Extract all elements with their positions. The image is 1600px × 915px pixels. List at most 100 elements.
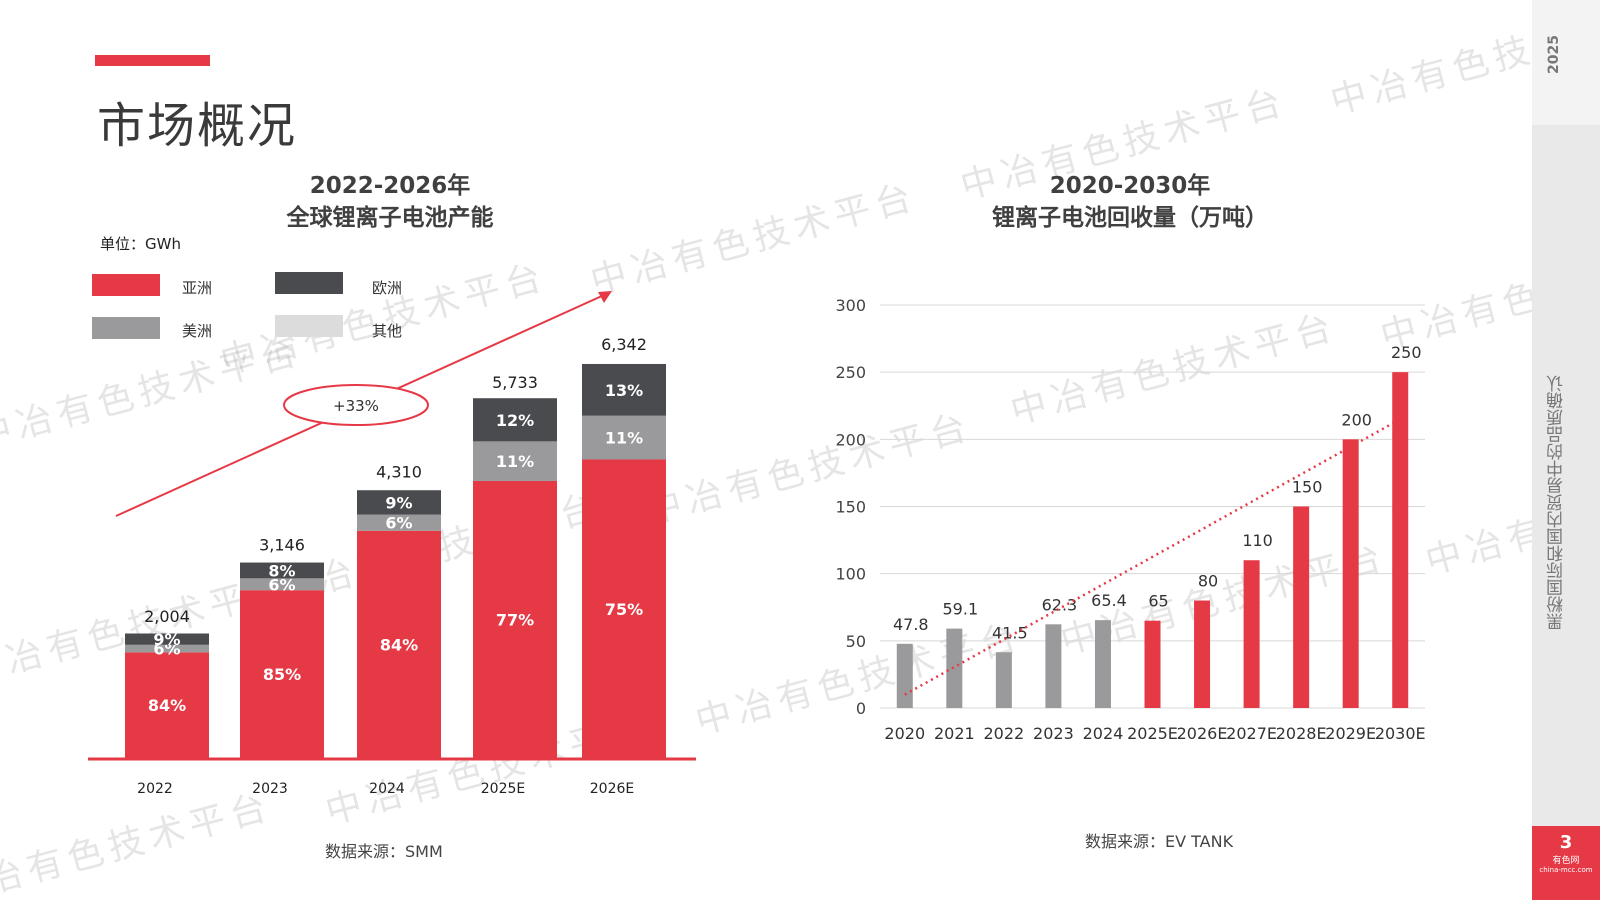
x-tick-2026E: 2026E xyxy=(590,781,634,797)
bar-segment-2024-1 xyxy=(357,514,441,531)
left-chart-title-line1: 2022-2026年 xyxy=(309,173,471,199)
x-tick-2025E: 2025E xyxy=(1127,724,1178,743)
y-tick-200: 200 xyxy=(835,430,866,449)
value-label-2026E: 80 xyxy=(1198,572,1218,591)
legend-swatch-other xyxy=(275,315,343,337)
unit-label: 单位：GWh xyxy=(100,235,181,253)
x-tick-2022: 2022 xyxy=(984,724,1025,743)
left-stacked-bar-chart: +33%84%6%9%2,004202285%6%8%3,146202384%6… xyxy=(88,291,696,797)
y-tick-0: 0 xyxy=(856,699,866,718)
page-number: 3 xyxy=(1559,832,1573,853)
total-label-2025E: 5,733 xyxy=(492,373,538,392)
x-tick-2029E: 2029E xyxy=(1325,724,1376,743)
bar-segment-2024-0 xyxy=(357,530,441,758)
bar-segment-2026E-0 xyxy=(582,459,666,758)
legend-label-other: 其他 xyxy=(372,322,403,340)
side-logo-url: china-mcc.com xyxy=(1539,866,1593,874)
segment-label-2023-2: 8% xyxy=(268,561,295,580)
bar-2030E xyxy=(1392,372,1409,708)
legend-swatch-europe xyxy=(275,272,343,294)
segment-label-2025E-1: 11% xyxy=(496,452,534,471)
total-label-2022: 2,004 xyxy=(144,607,190,626)
value-label-2030E: 250 xyxy=(1391,343,1422,362)
side-panel xyxy=(1532,0,1600,900)
right-source: 数据来源：EV TANK xyxy=(1085,832,1234,851)
bar-2020 xyxy=(896,643,913,708)
value-label-2027E: 110 xyxy=(1242,531,1273,550)
right-chart-title: 2020-2030年 锂离子电池回收量（万吨） xyxy=(920,170,1340,234)
bar-segment-2023-1 xyxy=(240,578,324,591)
x-tick-2027E: 2027E xyxy=(1226,724,1277,743)
growth-arrow-head xyxy=(598,291,612,303)
bar-segment-2022-2 xyxy=(125,633,209,645)
bar-segment-2025E-1 xyxy=(473,441,557,481)
right-bar-chart: 0 50 100 150 200 250 300 47.8 2020 59.1 2021 41.5 20… xyxy=(835,296,1425,743)
segment-label-2023-1: 6% xyxy=(268,575,295,594)
segment-label-2025E-0: 77% xyxy=(496,610,534,629)
side-vertical-text: 黑粉国际和国内贸易中的品质确认 xyxy=(1547,375,1567,630)
value-label-2021: 59.1 xyxy=(943,600,979,619)
side-logo-text: 有色网 xyxy=(1552,856,1580,866)
segment-label-2024-2: 9% xyxy=(385,493,412,512)
bar-2024 xyxy=(1094,620,1111,708)
page-number-box: 3 有色网 china-mcc.com xyxy=(1532,826,1600,900)
x-tick-2024: 2024 xyxy=(369,781,405,797)
legend-label-asia: 亚洲 xyxy=(182,279,213,297)
value-label-2028E: 150 xyxy=(1292,478,1323,497)
bar-segment-2022-0 xyxy=(125,652,209,758)
trend-line xyxy=(904,418,1401,696)
x-tick-2030E: 2030E xyxy=(1375,724,1426,743)
y-tick-50: 50 xyxy=(846,632,866,651)
segment-label-2022-0: 84% xyxy=(148,696,186,715)
bar-segment-2025E-0 xyxy=(473,480,557,758)
x-tick-2028E: 2028E xyxy=(1276,724,1327,743)
growth-annotation-ellipse xyxy=(283,384,429,426)
left-source: 数据来源：SMM xyxy=(325,842,443,861)
bar-segment-2023-2 xyxy=(240,562,324,579)
segment-label-2026E-1: 11% xyxy=(605,429,643,448)
charts-canvas: +33%84%6%9%2,004202285%6%8%3,146202384%6… xyxy=(88,291,1426,797)
segment-label-2024-0: 84% xyxy=(380,635,418,654)
legend-swatch-asia xyxy=(92,274,160,296)
value-label-2025E: 65 xyxy=(1148,592,1168,611)
bar-2028E xyxy=(1293,506,1310,708)
bar-2021 xyxy=(946,628,963,708)
bar-segment-2024-2 xyxy=(357,490,441,515)
value-label-2024: 65.4 xyxy=(1091,591,1127,610)
y-tick-150: 150 xyxy=(835,498,866,517)
left-chart-title: 2022-2026年 全球锂离子电池产能 xyxy=(230,170,550,234)
x-tick-2022: 2022 xyxy=(137,781,173,797)
bar-segment-2026E-1 xyxy=(582,415,666,460)
value-label-2023: 62.3 xyxy=(1042,595,1078,614)
x-tick-2023: 2023 xyxy=(1033,724,1074,743)
bar-2023 xyxy=(1045,624,1062,708)
side-year: 2025 xyxy=(1546,35,1562,75)
x-tick-2026E: 2026E xyxy=(1177,724,1228,743)
x-tick-2020: 2020 xyxy=(884,724,925,743)
bar-segment-2026E-2 xyxy=(582,363,666,416)
bar-segment-2023-0 xyxy=(240,590,324,758)
growth-annotation-label: +33% xyxy=(333,397,379,415)
segment-label-2024-1: 6% xyxy=(385,514,412,533)
bar-2022 xyxy=(995,652,1012,708)
x-tick-2021: 2021 xyxy=(934,724,975,743)
value-label-2020: 47.8 xyxy=(893,615,929,634)
bar-2029E xyxy=(1342,439,1359,708)
segment-label-2023-0: 85% xyxy=(263,665,301,684)
legend-label-america: 美洲 xyxy=(182,322,213,340)
bar-segment-2022-1 xyxy=(125,644,209,653)
bar-2027E xyxy=(1243,560,1260,708)
value-label-2022: 41.5 xyxy=(992,623,1028,642)
total-label-2026E: 6,342 xyxy=(601,335,647,354)
left-chart-title-line2: 全球锂离子电池产能 xyxy=(286,205,494,231)
total-label-2023: 3,146 xyxy=(259,536,305,555)
x-tick-2023: 2023 xyxy=(252,781,288,797)
segment-label-2026E-0: 75% xyxy=(605,600,643,619)
bar-segment-2025E-2 xyxy=(473,398,557,442)
y-tick-250: 250 xyxy=(835,363,866,382)
bar-2025E xyxy=(1144,620,1161,708)
page-title: 市场概况 xyxy=(97,98,298,154)
legend-label-europe: 欧洲 xyxy=(372,279,403,297)
x-tick-2025E: 2025E xyxy=(481,781,525,797)
right-chart-title-line1: 2020-2030年 xyxy=(1049,173,1211,199)
